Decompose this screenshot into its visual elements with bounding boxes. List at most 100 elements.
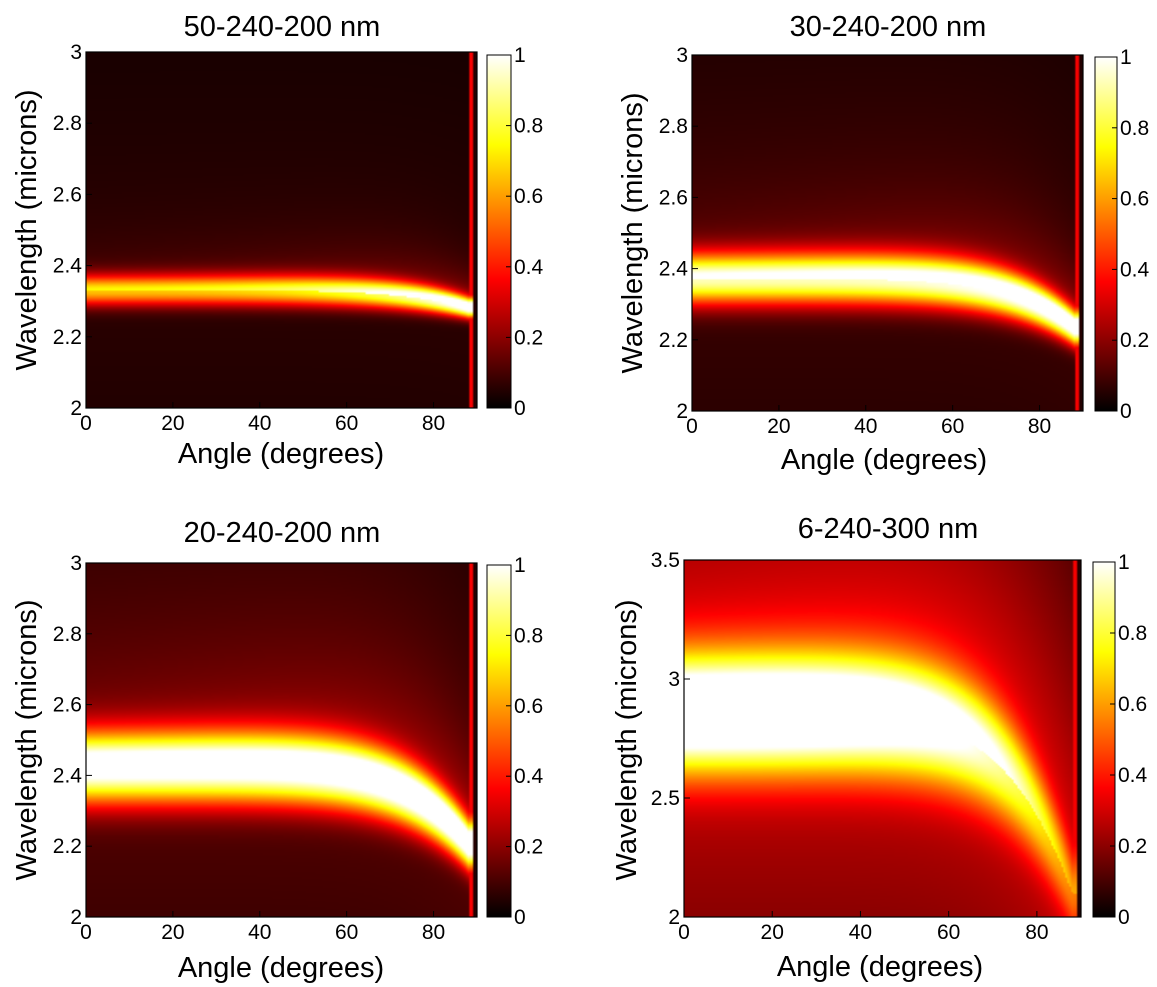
x-axis-label-1: Angle (degrees) [781,444,987,476]
colorbar-1 [1094,56,1118,412]
y-axis-label-3: Wavelength (microns) [611,600,643,881]
x-tick-label: 80 [422,921,445,944]
y-tick-label: 2.5 [651,787,680,810]
colorbar-tick-label: 1 [514,554,526,577]
x-tick-label: 80 [1025,921,1048,944]
x-tick-label: 20 [761,921,784,944]
x-ticks-0: 0 20 40 60 80 [80,402,445,435]
colorbar-tick-label: 0.4 [514,256,544,279]
colorbar-tick-label: 0 [514,397,526,420]
y-tick-label: 2 [70,906,82,929]
colorbar-2 [486,564,512,918]
x-tick-label: 60 [335,921,358,944]
heatmap-panel-1: 30-240-200 nm 0 20 40 60 80 2 2.2 2.4 2.6 2.8 3 A… [617,11,1150,476]
y-tick-label: 2.8 [659,115,688,138]
heatmap-panel-0: 50-240-200 nm 0 20 40 60 80 2 2.2 2.4 2.6 2.8 3 A… [11,11,544,470]
x-tick-label: 20 [767,415,790,438]
colorbar-tick-label: 1 [514,44,526,67]
y-ticks-3: 2 2.5 3 3.5 [651,549,690,929]
heatmap-image-2 [86,563,477,917]
colorbar-tick-label: 0.2 [514,326,543,349]
chart-title-2: 20-240-200 nm [184,517,381,549]
colorbar-tick-label: 0 [514,906,526,929]
y-tick-label: 2.8 [53,623,82,646]
colorbar-ticks-1: 0 0.2 0.4 0.6 0.8 1 [1112,46,1150,423]
x-tick-label: 0 [80,921,92,944]
y-axis-label-2: Wavelength (microns) [11,600,43,881]
x-tick-label: 80 [422,412,445,435]
y-tick-label: 2 [668,906,680,929]
plot-frame-2 [85,562,478,918]
x-tick-label: 60 [941,415,964,438]
y-axis-label-1: Wavelength (microns) [617,93,649,374]
y-ticks-2: 2 2.2 2.4 2.6 2.8 3 [53,552,92,929]
y-tick-label: 2.2 [659,329,688,352]
y-tick-label: 2.4 [53,255,83,278]
colorbar-tick-label: 1 [1118,551,1130,574]
colorbar-tick-label: 0 [1118,906,1130,929]
y-tick-label: 3 [668,668,680,691]
y-tick-label: 2 [70,397,82,420]
colorbar-tick-label: 0.6 [514,695,543,718]
heatmap-panel-3: 6-240-300 nm 0 20 40 60 80 2 2.5 3 3.5 Angle (d… [611,513,1148,983]
y-tick-label: 3 [70,552,82,575]
x-tick-label: 80 [1028,415,1051,438]
y-ticks-1: 2 2.2 2.4 2.6 2.8 3 [659,44,698,423]
colorbar-tick-label: 0.8 [1120,117,1149,140]
heatmap-image-0 [86,52,477,408]
plot-frame-1 [691,54,1084,412]
x-tick-label: 60 [335,412,358,435]
plot-frame-0 [85,51,478,409]
colorbar-0 [486,54,512,409]
y-tick-label: 3.5 [651,549,680,572]
x-axis-label-0: Angle (degrees) [178,438,384,470]
colorbar-tick-label: 0.6 [514,185,543,208]
y-ticks-0: 2 2.2 2.4 2.6 2.8 3 [53,41,92,420]
colorbar-tick-label: 0.2 [1118,835,1147,858]
colorbar-tick-label: 0.8 [514,624,543,647]
chart-title-1: 30-240-200 nm [790,11,987,43]
colorbar-tick-label: 0.2 [514,836,543,859]
colorbar-tick-label: 0.4 [1118,764,1148,787]
x-tick-label: 0 [678,921,690,944]
y-tick-label: 3 [676,44,688,67]
x-tick-label: 40 [248,412,271,435]
heatmap-panel-2: 20-240-200 nm 0 20 40 60 80 2 2.2 2.4 2.6 2.8 3 A… [11,517,544,984]
colorbar-ticks-3: 0 0.2 0.4 0.6 0.8 1 [1110,551,1148,929]
y-tick-label: 2 [676,400,688,423]
colorbar-tick-label: 0.8 [1118,622,1147,645]
y-tick-label: 2.4 [659,258,689,281]
colorbar-ticks-0: 0 0.2 0.4 0.6 0.8 1 [506,44,544,420]
x-tick-label: 40 [854,415,877,438]
x-tick-label: 40 [248,921,271,944]
y-tick-label: 2.2 [53,326,82,349]
colorbar-tick-label: 0 [1120,400,1132,423]
x-tick-label: 40 [849,921,872,944]
x-ticks-3: 0 20 40 60 80 [678,911,1049,944]
plot-frame-3 [683,559,1082,918]
y-tick-label: 2.6 [53,694,82,717]
x-axis-label-2: Angle (degrees) [178,952,384,984]
y-tick-label: 3 [70,41,82,64]
x-tick-label: 20 [161,412,184,435]
chart-title-3: 6-240-300 nm [798,513,979,545]
y-tick-label: 2.6 [659,186,688,209]
x-tick-label: 20 [161,921,184,944]
x-axis-label-3: Angle (degrees) [777,951,983,983]
x-tick-label: 0 [686,415,698,438]
colorbar-tick-label: 0.4 [514,765,544,788]
chart-title-0: 50-240-200 nm [184,11,381,43]
colorbar-tick-label: 0.4 [1120,258,1150,281]
y-tick-label: 2.8 [53,112,82,135]
colorbar-ticks-2: 0 0.2 0.4 0.6 0.8 1 [506,554,544,929]
y-tick-label: 2.4 [53,764,83,787]
x-ticks-1: 0 20 40 60 80 [686,405,1051,438]
heatmap-image-1 [692,55,1083,411]
colorbar-tick-label: 1 [1120,46,1132,69]
x-tick-label: 60 [937,921,960,944]
y-tick-label: 2.6 [53,183,82,206]
colorbar-tick-label: 0.8 [514,115,543,138]
heatmap-image-3 [684,560,1081,917]
x-tick-label: 0 [80,412,92,435]
